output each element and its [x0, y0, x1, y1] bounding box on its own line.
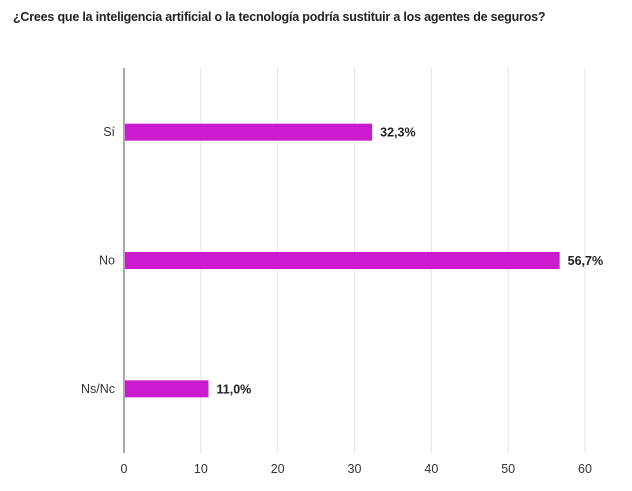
- data-label: 11,0%: [217, 382, 252, 396]
- bar: [125, 123, 373, 141]
- x-tick-label: 10: [194, 462, 208, 476]
- bar: [125, 252, 560, 269]
- x-tick-label: 60: [578, 462, 592, 476]
- data-label: 56,7%: [568, 254, 603, 268]
- bar: [125, 380, 209, 398]
- x-tick-label: 50: [501, 462, 515, 476]
- category-label: No: [99, 254, 115, 268]
- x-tick-label: 20: [271, 462, 285, 476]
- x-tick-label: 0: [121, 462, 128, 476]
- category-label: Sí: [103, 125, 115, 139]
- x-tick-label: 40: [424, 462, 438, 476]
- category-label: Ns/Nc: [81, 382, 115, 396]
- x-tick-label: 30: [348, 462, 362, 476]
- data-label: 32,3%: [380, 126, 415, 140]
- chart-title: ¿Crees que la inteligencia artificial o …: [13, 10, 546, 24]
